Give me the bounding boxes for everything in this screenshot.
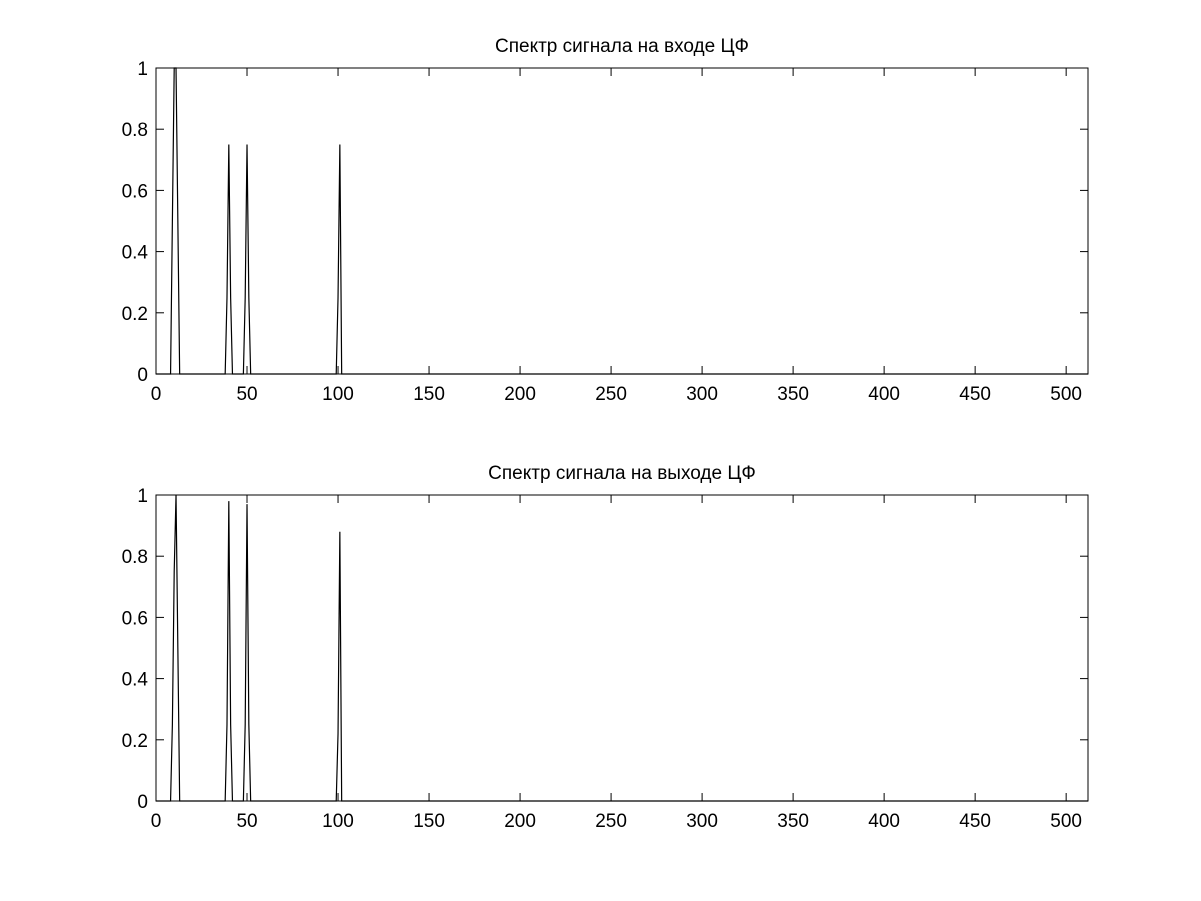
input-spectrum-y-tick-label: 0.4 [122,243,149,264]
input-spectrum-x-tick-label: 500 [1050,384,1082,405]
output-spectrum-line [156,494,1088,802]
input-spectrum-x-tick-label: 300 [686,384,718,405]
output-spectrum-tick-labels: 0 50 100 150 200 250 300 350 400 450 500 0 0.2 0.4 0.6… [122,486,1082,832]
output-spectrum-x-tick-label: 400 [868,811,900,832]
input-spectrum-plot-frame [155,67,1089,375]
output-spectrum-y-tick-label: 0 [137,792,148,813]
input-spectrum-y-tick-label: 0 [137,365,148,386]
input-spectrum-x-tick-label: 0 [151,384,162,405]
input-spectrum-y-tick-label: 0.8 [122,120,148,141]
output-spectrum-y-tick-label: 1 [137,486,148,507]
output-spectrum-ticks [155,494,1088,802]
input-spectrum-x-tick-label: 250 [595,384,627,405]
input-spectrum-chart: Спектр сигнала на входе ЦФ 0 50 100 150 200 2… [122,36,1089,405]
input-spectrum-y-tick-label: 0.6 [122,181,148,202]
input-spectrum-title: Спектр сигнала на входе ЦФ [495,36,749,57]
output-spectrum-x-tick-label: 300 [686,811,718,832]
output-spectrum-y-tick-label: 0.2 [122,731,148,752]
output-spectrum-x-tick-label: 50 [236,811,257,832]
input-spectrum-x-tick-label: 50 [236,384,257,405]
input-spectrum-x-tick-label: 350 [777,384,809,405]
output-spectrum-x-tick-label: 250 [595,811,627,832]
input-spectrum-x-tick-label: 200 [504,384,536,405]
output-spectrum-y-tick-label: 0.6 [122,608,148,629]
output-spectrum-x-tick-label: 500 [1050,811,1082,832]
output-spectrum-chart: Спектр сигнала на выходе ЦФ 0 50 100 150 200… [122,463,1089,832]
output-spectrum-x-tick-label: 0 [151,811,162,832]
output-spectrum-y-tick-label: 0.4 [122,670,149,691]
output-spectrum-title: Спектр сигнала на выходе ЦФ [488,463,756,484]
input-spectrum-x-tick-label: 100 [322,384,354,405]
output-spectrum-x-tick-label: 200 [504,811,536,832]
input-spectrum-y-tick-label: 1 [137,59,148,80]
input-spectrum-tick-labels: 0 50 100 150 200 250 300 350 400 450 500 0 0.2 0.4 0.6… [122,59,1082,405]
output-spectrum-x-tick-label: 450 [959,811,991,832]
output-spectrum-y-tick-label: 0.8 [122,547,148,568]
input-spectrum-line [156,67,1088,375]
output-spectrum-x-tick-label: 100 [322,811,354,832]
input-spectrum-x-tick-label: 450 [959,384,991,405]
input-spectrum-x-tick-label: 150 [413,384,445,405]
input-spectrum-y-tick-label: 0.2 [122,304,148,325]
input-spectrum-x-tick-label: 400 [868,384,900,405]
output-spectrum-x-tick-label: 150 [413,811,445,832]
output-spectrum-plot-frame [155,494,1089,802]
output-spectrum-x-tick-label: 350 [777,811,809,832]
